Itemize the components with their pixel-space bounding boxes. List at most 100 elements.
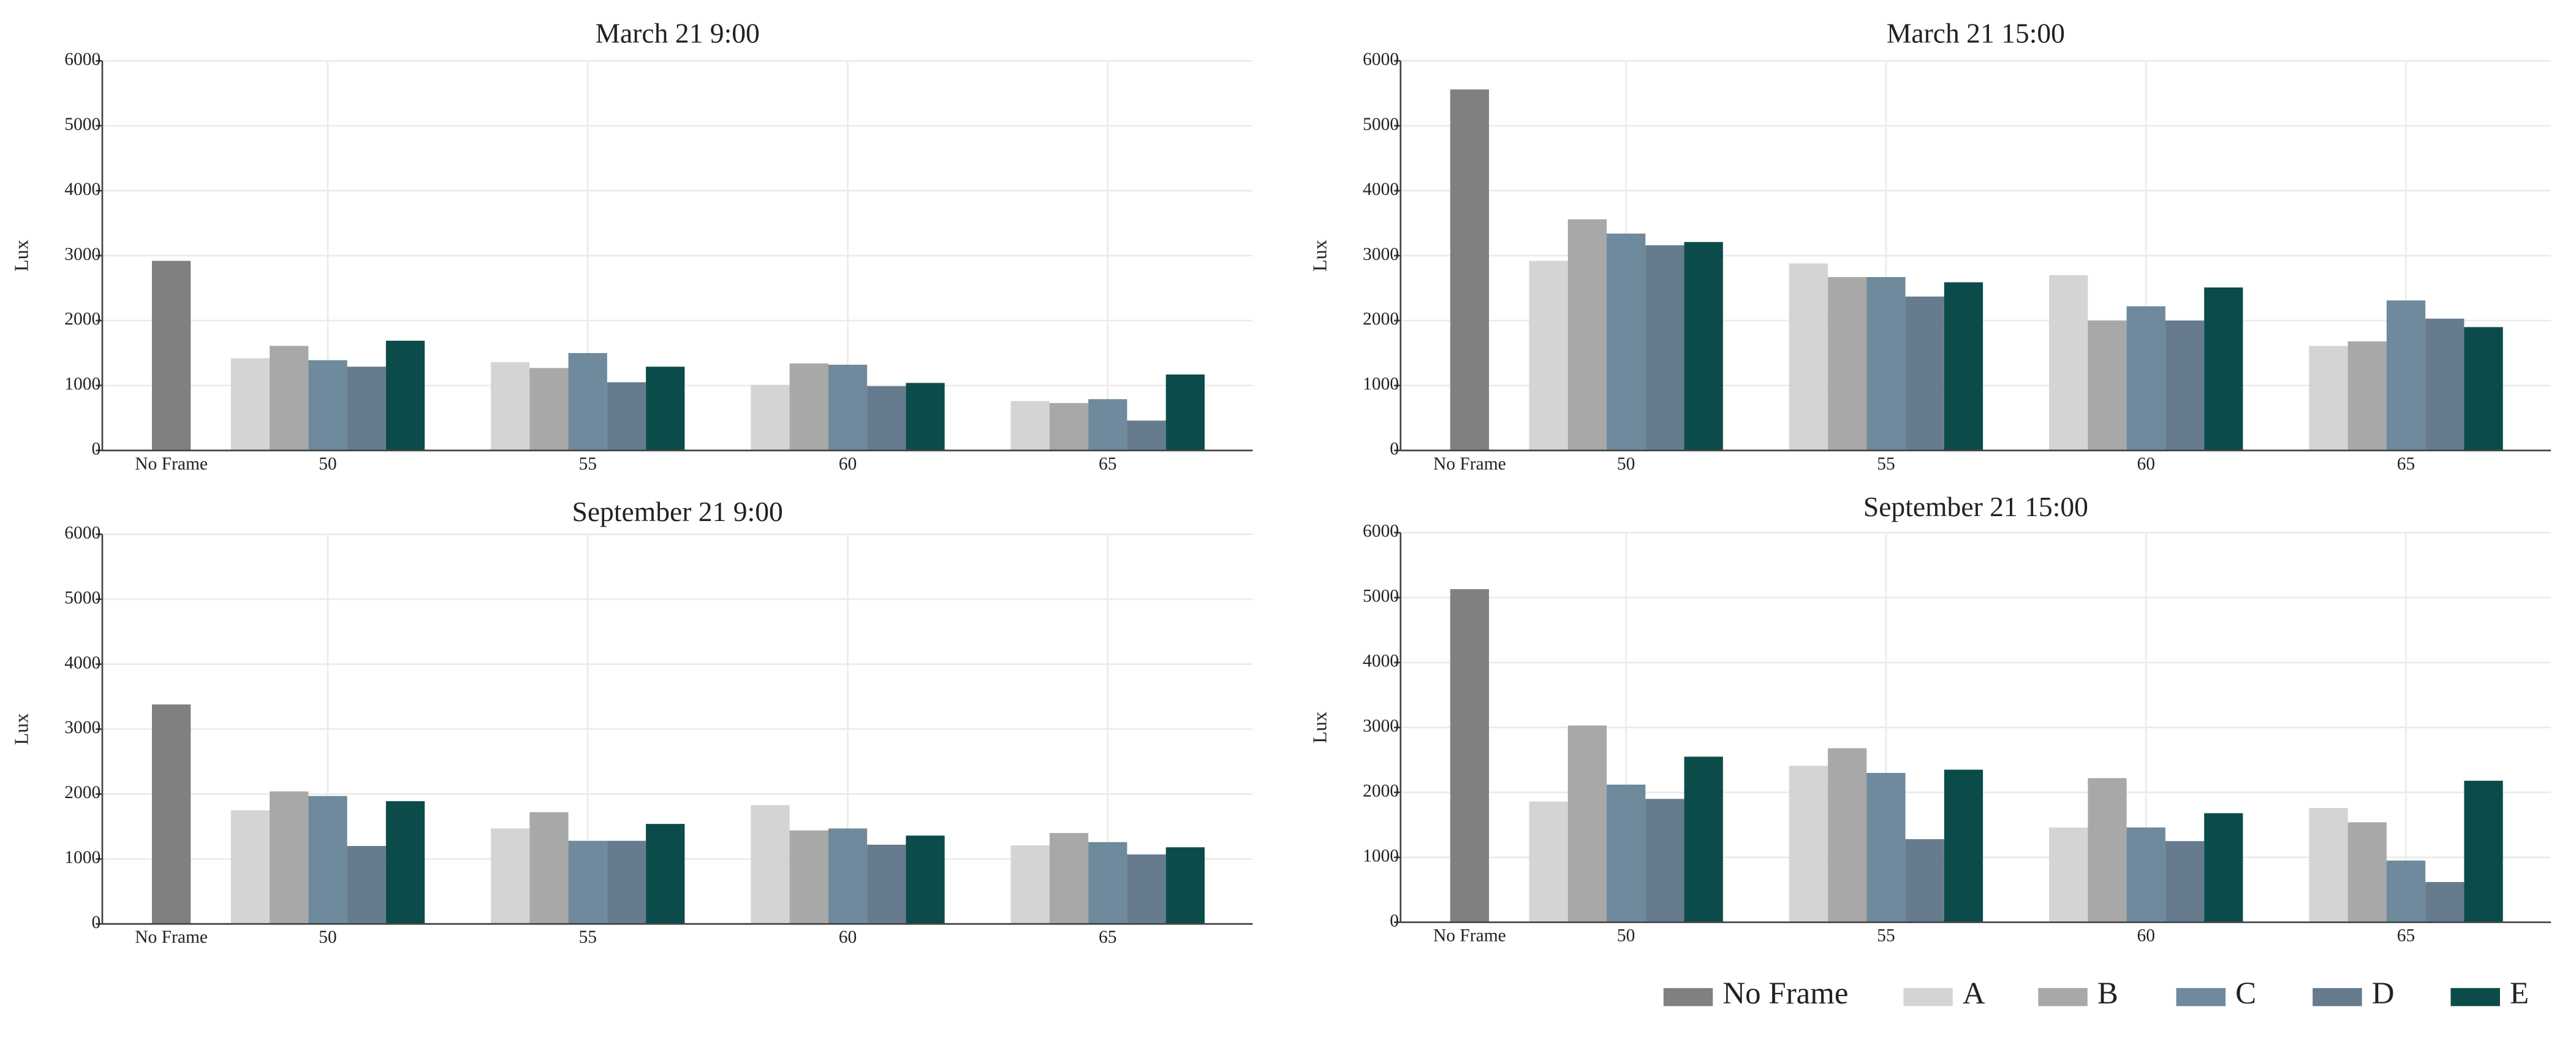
bar — [751, 384, 790, 451]
bar — [1684, 756, 1723, 923]
legend-swatch — [2038, 988, 2088, 1007]
bar — [1010, 401, 1050, 451]
bar — [568, 840, 607, 924]
bar — [1866, 277, 1906, 451]
y-tick-label: 2000 — [1363, 781, 1399, 801]
bar — [828, 828, 868, 924]
bar — [2204, 287, 2243, 451]
bar — [308, 796, 347, 924]
bar — [1049, 403, 1089, 451]
y-tick-label: 1000 — [64, 848, 100, 867]
bar — [2386, 860, 2426, 923]
bar — [491, 828, 530, 924]
bar — [2049, 827, 2088, 923]
bar — [270, 791, 309, 924]
y-tick-label: 3000 — [64, 245, 100, 264]
y-axis-label: Lux — [10, 714, 32, 745]
bar — [2386, 300, 2426, 451]
y-tick-label: 4000 — [64, 653, 100, 672]
bar — [230, 358, 270, 451]
bar — [2088, 320, 2127, 451]
bar — [2425, 318, 2464, 451]
bar — [1088, 842, 1127, 924]
chart-title: March 21 15:00 — [1887, 17, 2065, 48]
bar — [385, 340, 425, 451]
legend-label: C — [2235, 976, 2256, 1011]
chart-title: September 21 15:00 — [1863, 491, 2088, 522]
bar — [2464, 327, 2503, 451]
bar — [2165, 841, 2205, 923]
x-tick-label: 60 — [839, 454, 857, 474]
bar — [2309, 346, 2348, 451]
y-tick-label: 2000 — [64, 783, 100, 802]
bar — [1529, 801, 1568, 923]
y-tick-label: 6000 — [1363, 50, 1399, 69]
y-tick-label: 2000 — [1363, 310, 1399, 329]
x-tick-label: 60 — [2137, 454, 2156, 474]
y-tick-label: 1000 — [64, 375, 100, 394]
bar — [1645, 245, 1684, 451]
bar — [1607, 234, 1646, 451]
bar — [1905, 839, 1944, 923]
bar — [308, 360, 347, 451]
legend-label: E — [2510, 976, 2529, 1011]
x-tick-label: 60 — [2137, 926, 2156, 945]
x-tick-label: 55 — [1877, 926, 1895, 945]
x-tick-label: 60 — [839, 927, 857, 947]
legend-label: D — [2372, 976, 2395, 1011]
y-tick-label: 3000 — [1363, 245, 1399, 264]
bar — [2347, 822, 2387, 923]
y-tick-label: 0 — [92, 440, 101, 459]
bar — [1828, 748, 1867, 923]
bar — [2126, 827, 2165, 923]
legend-swatch — [2313, 988, 2362, 1007]
bar — [2049, 275, 2088, 451]
bar — [1789, 766, 1828, 923]
x-tick-label: No Frame — [135, 454, 208, 474]
bar — [1529, 261, 1568, 451]
bar — [270, 346, 309, 451]
bar — [1049, 832, 1089, 924]
x-tick-label: 65 — [1099, 454, 1116, 474]
chart-title: September 21 9:00 — [572, 496, 782, 527]
y-tick-label: 1000 — [1363, 846, 1399, 866]
y-tick-label: 4000 — [1363, 180, 1399, 199]
x-tick-label: No Frame — [1433, 926, 1506, 945]
bar — [1866, 772, 1906, 923]
bar — [607, 840, 646, 924]
x-tick-label: 50 — [1617, 926, 1635, 945]
bar — [751, 805, 790, 924]
x-tick-label: 55 — [1877, 454, 1895, 474]
x-tick-label: 55 — [578, 927, 597, 947]
bar — [1684, 242, 1723, 451]
bar — [347, 846, 386, 924]
bar — [2464, 780, 2503, 923]
bar — [568, 352, 607, 451]
x-tick-label: No Frame — [135, 927, 208, 947]
bar — [491, 362, 530, 451]
bar — [828, 365, 868, 451]
bar — [151, 261, 191, 451]
bar — [1088, 399, 1127, 451]
y-tick-label: 0 — [1390, 440, 1399, 459]
legend-swatch — [2176, 988, 2226, 1007]
bar — [867, 845, 906, 924]
x-tick-label: No Frame — [1433, 454, 1506, 474]
x-tick-label: 50 — [319, 927, 337, 947]
y-tick-label: 5000 — [64, 588, 100, 607]
bar — [230, 810, 270, 924]
y-tick-label: 6000 — [64, 50, 100, 69]
bar — [646, 367, 685, 451]
y-tick-label: 5000 — [64, 115, 100, 134]
bar — [529, 368, 569, 451]
y-tick-label: 0 — [1390, 911, 1399, 931]
y-tick-label: 2000 — [64, 310, 100, 329]
x-tick-label: 50 — [1617, 454, 1635, 474]
y-tick-label: 5000 — [1363, 115, 1399, 134]
bar — [347, 367, 386, 451]
legend-swatch — [1663, 988, 1713, 1007]
y-axis-label: Lux — [1308, 712, 1330, 744]
bar — [1567, 725, 1607, 923]
